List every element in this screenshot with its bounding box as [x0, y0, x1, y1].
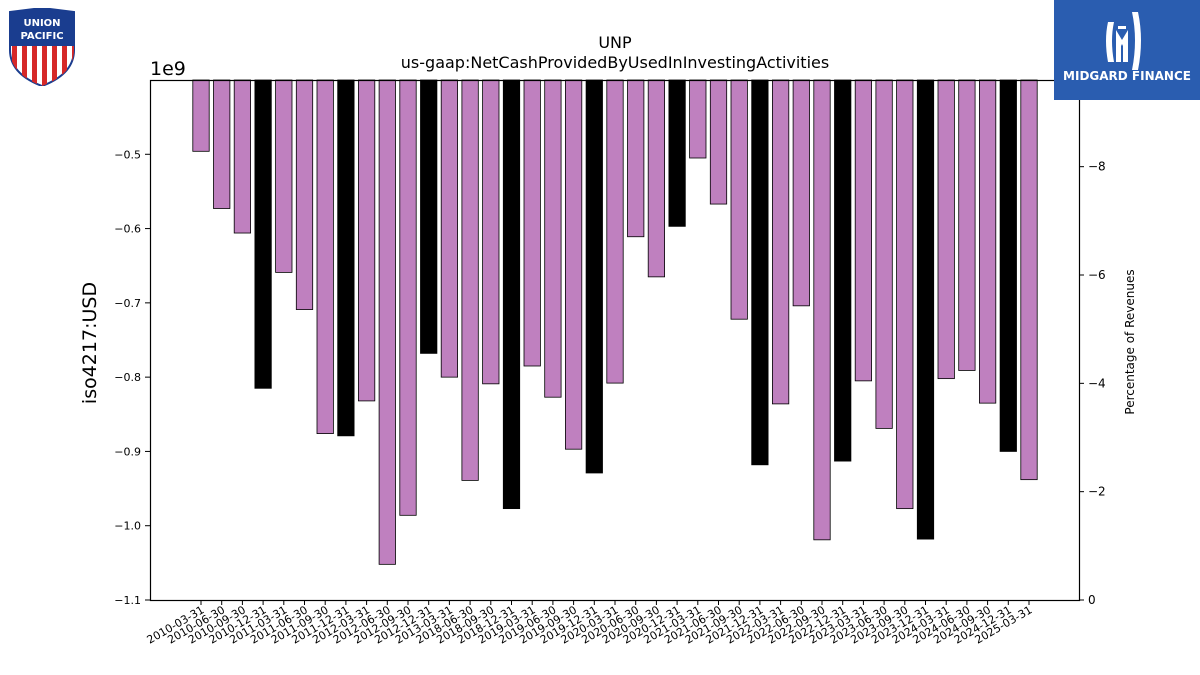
- y2-tick-label: −4: [1088, 376, 1106, 390]
- bar: [461, 79, 479, 481]
- bar: [420, 79, 438, 354]
- bar: [275, 79, 293, 273]
- bars-group: [192, 79, 1038, 565]
- bar: [668, 79, 686, 227]
- y-offset-text: 1e9: [150, 58, 186, 80]
- bar: [316, 79, 334, 435]
- bar: [502, 79, 521, 510]
- bar: [937, 79, 955, 380]
- y-ticks-group: −0.5 −0.6 −0.7 −0.8 −0.9 −1.0 −1.1: [114, 148, 150, 607]
- y2-tick-label: −8: [1088, 160, 1106, 174]
- y-tick-label: −0.8: [114, 371, 141, 384]
- bar: [440, 79, 459, 378]
- bar: [854, 79, 873, 382]
- bar: [772, 79, 790, 405]
- bar: [565, 79, 583, 450]
- bar: [916, 79, 935, 540]
- bar: [233, 79, 251, 234]
- bar: [999, 79, 1017, 452]
- midgard-finance-logo: MIDGARD FINANCE: [1054, 0, 1200, 100]
- bar: [399, 79, 417, 516]
- y-tick-label: −1.0: [114, 520, 141, 533]
- plot-frame: [149, 79, 1081, 602]
- union-pacific-logo: UNION PACIFIC: [6, 6, 78, 88]
- bar: [378, 79, 396, 565]
- bar: [896, 79, 914, 510]
- bar: [979, 79, 997, 404]
- y-tick-label: −0.5: [114, 148, 141, 161]
- bar: [295, 79, 314, 310]
- y2-ticks-group: 0 −2 −4 −6 −8: [1079, 160, 1106, 607]
- x-ticks-group: 2010-03-312010-06-302010-09-302010-12-31…: [145, 600, 1035, 647]
- bar: [875, 79, 893, 429]
- bar: [357, 79, 376, 402]
- union-pacific-logo-text-bottom: PACIFIC: [20, 31, 63, 42]
- y-tick-label: −0.6: [114, 223, 141, 236]
- bar: [585, 79, 603, 474]
- bar: [1020, 79, 1038, 481]
- bar: [647, 79, 666, 278]
- bar: [813, 79, 831, 541]
- bar: [709, 79, 728, 205]
- y-tick-label: −0.9: [114, 445, 141, 458]
- midgard-finance-logo-text: MIDGARD FINANCE: [1063, 69, 1191, 83]
- bar: [958, 79, 976, 371]
- bar: [544, 79, 562, 398]
- bar: [792, 79, 810, 307]
- chart-subtitle: us-gaap:NetCashProvidedByUsedInInvesting…: [401, 53, 829, 72]
- y-tick-label: −1.1: [114, 594, 141, 607]
- bar: [834, 79, 852, 462]
- y2-tick-label: −6: [1088, 268, 1106, 282]
- bar: [213, 79, 231, 209]
- bar: [730, 79, 748, 320]
- midgard-finance-mark-icon: [1106, 12, 1141, 70]
- bar: [523, 79, 541, 367]
- bar: [606, 79, 624, 384]
- bar: [689, 79, 707, 159]
- bar: [751, 79, 769, 466]
- y2-tick-label: −2: [1088, 485, 1106, 499]
- chart-title: UNP: [598, 33, 632, 52]
- bar: [337, 79, 355, 437]
- y2-tick-label: 0: [1088, 593, 1096, 607]
- bar: [192, 79, 210, 152]
- bar: [254, 79, 272, 389]
- bar: [482, 79, 500, 385]
- y-tick-label: −0.7: [114, 297, 141, 310]
- union-pacific-logo-text-top: UNION: [23, 18, 60, 29]
- y-axis-label: iso4217:USD: [79, 282, 101, 404]
- y2-axis-label: Percentage of Revenues: [1123, 269, 1137, 414]
- bar: [627, 79, 645, 238]
